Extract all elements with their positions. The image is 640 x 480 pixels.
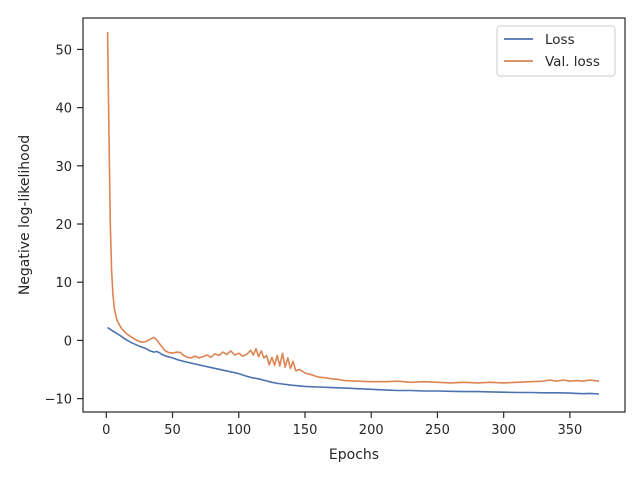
x-tick-label: 200	[359, 423, 384, 438]
y-tick-label: 30	[55, 160, 72, 175]
y-tick-label: 10	[55, 276, 72, 291]
series-line-val-loss	[106, 31, 600, 384]
y-tick-label: 50	[55, 43, 72, 58]
y-tick-label: 20	[55, 218, 72, 233]
x-axis-label: Epochs	[329, 447, 379, 463]
x-tick-label: 0	[102, 423, 110, 438]
x-tick-label: 100	[226, 423, 251, 438]
x-tick-label: 150	[293, 423, 318, 438]
y-axis-label: Negative log-likelihood	[17, 135, 33, 295]
y-tick-label: 40	[55, 102, 72, 117]
x-tick-label: 300	[491, 423, 516, 438]
y-tick-label: 0	[64, 334, 72, 349]
x-axis: 0 50 100 150 200 250 300 350	[102, 412, 582, 438]
y-tick-label: −10	[45, 393, 72, 408]
legend: Loss Val. loss	[496, 25, 616, 77]
plot-frame	[82, 17, 626, 413]
series-line-loss	[107, 326, 600, 395]
series-layer	[106, 31, 600, 395]
x-tick-label: 50	[164, 423, 181, 438]
y-axis: −10 0 10 20 30 40 50	[45, 43, 83, 408]
x-tick-label: 250	[425, 423, 450, 438]
legend-label: Loss	[545, 32, 575, 48]
legend-label: Val. loss	[545, 54, 600, 70]
x-tick-label: 350	[557, 423, 582, 438]
